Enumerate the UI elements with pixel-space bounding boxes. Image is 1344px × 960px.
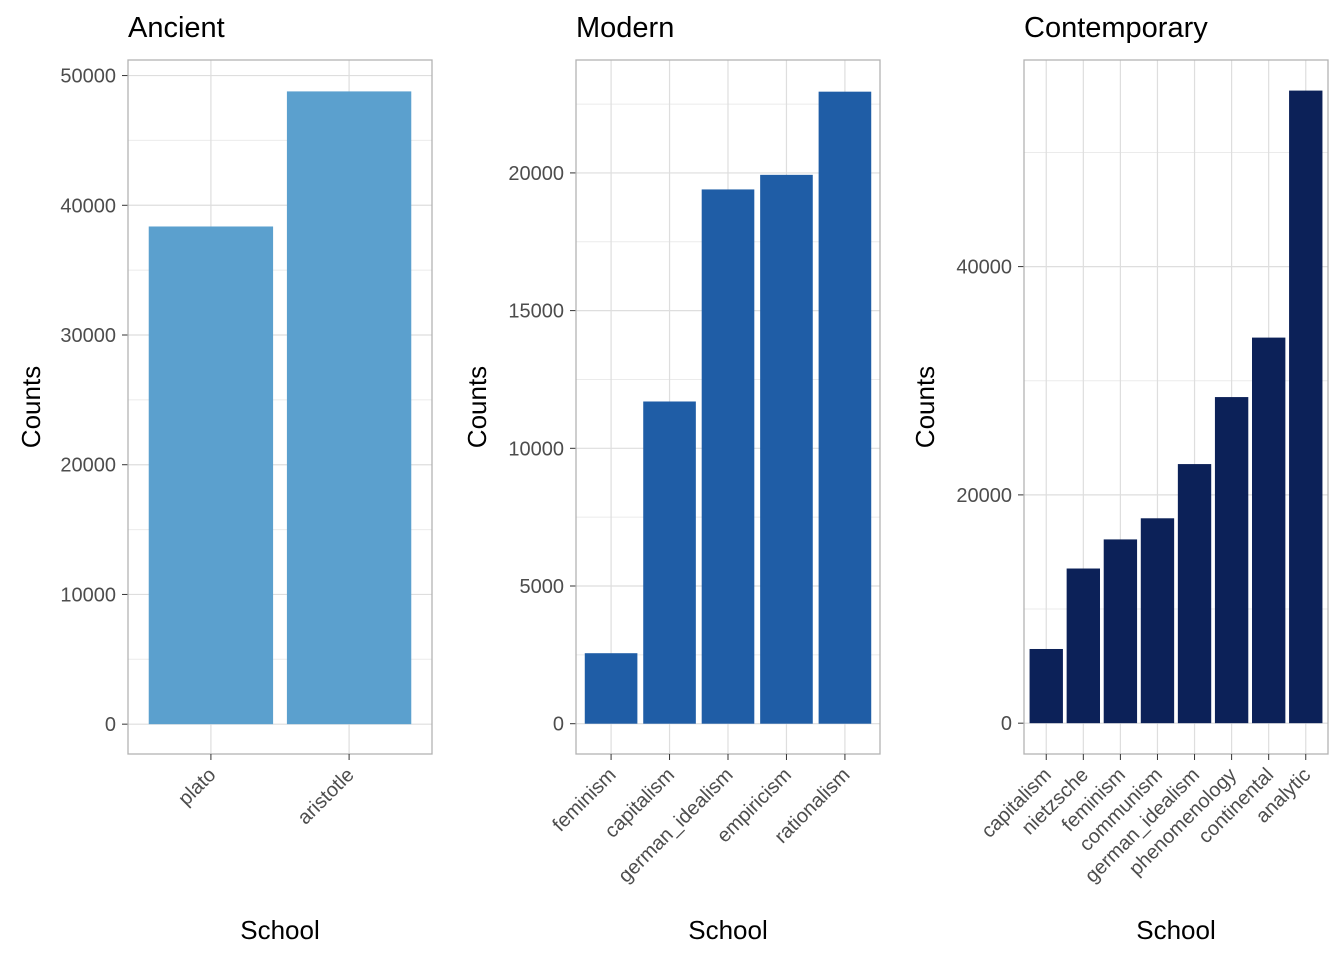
y-axis-title: Counts bbox=[462, 366, 492, 448]
x-axis-title: School bbox=[1136, 915, 1216, 945]
bar-analytic bbox=[1289, 90, 1323, 724]
y-tick-label: 10000 bbox=[508, 438, 564, 460]
x-tick-label: plato bbox=[174, 764, 220, 810]
y-tick-label: 20000 bbox=[956, 485, 1012, 507]
bar-aristotle bbox=[286, 91, 412, 725]
chart-panel-modern: 05000100001500020000feminismcapitalismge… bbox=[462, 12, 881, 945]
bar-german_idealism bbox=[701, 189, 755, 724]
panel-border bbox=[127, 59, 433, 755]
chart-panel-contemporary: 02000040000capitalismnietzschefeminismco… bbox=[910, 12, 1329, 945]
y-tick-label: 50000 bbox=[60, 66, 116, 88]
y-tick-label: 10000 bbox=[60, 584, 116, 606]
bar-nietzsche bbox=[1066, 568, 1100, 724]
bar-empiricism bbox=[760, 174, 813, 724]
x-axis-title: School bbox=[688, 915, 768, 945]
y-tick-label: 30000 bbox=[60, 325, 116, 347]
y-axis-title: Counts bbox=[16, 366, 46, 448]
y-tick-label: 0 bbox=[105, 714, 116, 736]
y-tick-label: 20000 bbox=[60, 455, 116, 477]
bar-phenomenology bbox=[1214, 397, 1249, 724]
bar-capitalism bbox=[1029, 648, 1063, 724]
bar-rationalism bbox=[818, 91, 872, 724]
panel-title: Ancient bbox=[128, 12, 225, 44]
bar-capitalism bbox=[643, 401, 696, 724]
y-tick-label: 0 bbox=[1001, 713, 1012, 735]
y-tick-label: 5000 bbox=[520, 576, 565, 598]
chart-panel-ancient: 0 10000 20000 30000 40000 50000 plato aristotle… bbox=[16, 12, 433, 945]
y-tick-label: 40000 bbox=[60, 195, 116, 217]
panel-title: Contemporary bbox=[1024, 12, 1208, 44]
panel-title: Modern bbox=[576, 12, 674, 44]
panel-border bbox=[1023, 59, 1329, 755]
y-tick-label: 40000 bbox=[956, 257, 1012, 279]
y-tick-label: 15000 bbox=[508, 301, 564, 323]
x-axis-title: School bbox=[240, 915, 320, 945]
y-axis-title: Counts bbox=[910, 366, 940, 448]
bar-communism bbox=[1140, 518, 1175, 724]
x-tick-label: aristotle bbox=[294, 764, 359, 829]
bar-german_idealism bbox=[1177, 464, 1212, 724]
y-tick-label: 0 bbox=[553, 714, 564, 736]
bar-plato bbox=[148, 226, 274, 725]
y-tick-label: 20000 bbox=[508, 163, 564, 185]
bar-continental bbox=[1252, 337, 1286, 724]
bar-feminism bbox=[1103, 539, 1138, 724]
bar-feminism bbox=[584, 653, 638, 724]
